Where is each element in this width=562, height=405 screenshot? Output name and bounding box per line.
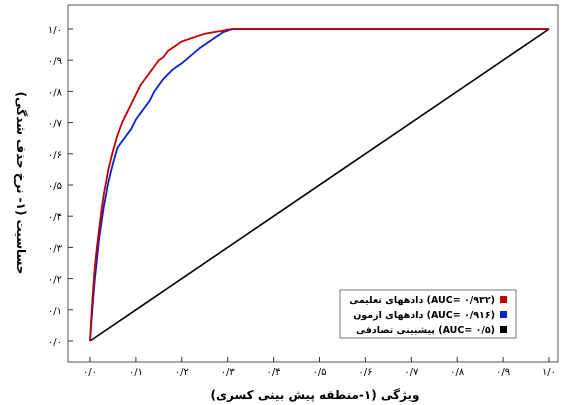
axis-ticks-layer [68,28,550,362]
legend-item-test-swatch [500,311,507,318]
legend-item-random-swatch [500,326,507,333]
legend-item-training: دادههای تعلیمی (AUC= ۰/۹۳۲) [349,295,495,306]
legend-box [339,289,517,339]
y-tick-label: ۰/۳ [48,243,63,254]
x-tick-label: ۰/۰ [83,367,97,378]
series-line-random [89,28,550,342]
x-axis-title: ویژگی (۱-منطقه پیش بینی کسری) [211,388,420,403]
series-line-test [89,28,549,342]
x-tick-label: ۰/۸ [450,367,465,378]
x-tick-label: ۰/۵ [312,367,326,378]
y-axis-title: حساسیت (۱- نرخ حذف شدگی) [14,92,28,275]
x-tick-label: ۱/۰ [542,367,556,378]
legend: دادههای تعلیمی (AUC= ۰/۹۳۲) دادههای ازمون… [339,289,517,339]
x-tick-label: ۰/۲ [175,367,189,378]
y-tick-label: ۰/۰ [48,337,62,348]
x-tick-label: ۰/۴ [267,367,281,378]
y-tick-label: ۰/۴ [48,212,62,223]
y-tick-label: ۱/۰ [48,25,62,36]
series-layer [89,28,550,342]
y-tick-label: ۰/۶ [48,150,62,161]
y-tick-label: ۰/۵ [48,181,62,192]
x-tick-label: ۰/۷ [404,367,419,378]
y-tick-label: ۰/۱ [48,306,62,317]
y-tick-label: ۰/۸ [48,87,63,98]
y-tick-label: ۰/۷ [48,119,63,130]
plot-frame [67,4,559,363]
y-tick-label: ۰/۹ [48,56,62,67]
x-tick-label: ۰/۶ [358,367,372,378]
y-tick-label: ۰/۲ [48,275,62,286]
x-tick-label: ۰/۳ [221,367,236,378]
x-tick-label: ۰/۹ [496,367,510,378]
legend-item-training-swatch [500,296,507,303]
legend-item-random: پیشبینی تصادفی (AUC= ۰/۵) [356,325,495,336]
series-line-training [89,28,549,342]
x-tick-label: ۰/۱ [129,367,143,378]
legend-item-test: دادههای ازمون (AUC= ۰/۹۱۶) [353,310,495,321]
tick-labels-layer: ۰/۰ ۰/۱ ۰/۲ ۰/۳ ۰/۴ ۰/۵ ۰/۶ ۰/۷ ۰/۸ ۰/۹ ۱/۰ ۰/۰ ۰/۱ ۰… [48,25,556,378]
